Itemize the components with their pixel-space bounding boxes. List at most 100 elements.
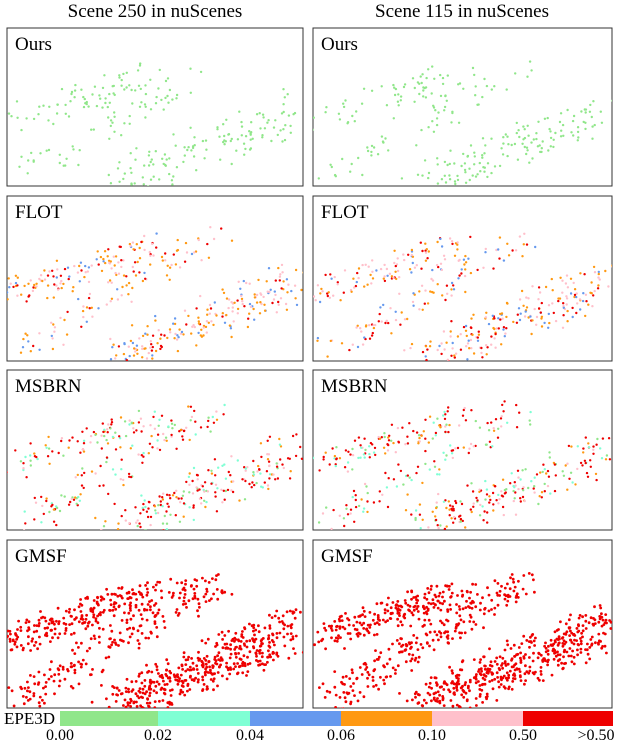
- point: [246, 656, 249, 659]
- point: [16, 117, 18, 119]
- point: [422, 606, 425, 609]
- point: [597, 287, 599, 289]
- point: [201, 676, 204, 679]
- point: [383, 447, 385, 449]
- point: [212, 688, 215, 691]
- point: [470, 339, 472, 341]
- point: [188, 688, 191, 691]
- point: [152, 709, 155, 712]
- point: [25, 117, 27, 119]
- point: [450, 699, 453, 702]
- point: [577, 643, 580, 646]
- point: [525, 296, 527, 298]
- point: [453, 693, 456, 696]
- point: [168, 494, 170, 496]
- point: [517, 159, 519, 161]
- point: [90, 435, 92, 437]
- point: [593, 605, 596, 608]
- point: [158, 178, 160, 180]
- point: [38, 701, 41, 704]
- point: [82, 305, 84, 307]
- point: [190, 149, 192, 151]
- point: [33, 644, 36, 647]
- point: [528, 572, 531, 575]
- point: [279, 276, 281, 278]
- point: [241, 630, 244, 633]
- point: [54, 633, 57, 636]
- point: [444, 106, 446, 108]
- point: [500, 425, 502, 427]
- point: [493, 85, 495, 87]
- point: [341, 158, 343, 160]
- point: [130, 183, 132, 185]
- point: [436, 697, 439, 700]
- point: [144, 103, 146, 105]
- point: [256, 294, 258, 296]
- point: [335, 629, 338, 632]
- point: [162, 680, 165, 683]
- point: [120, 587, 123, 590]
- point: [133, 270, 135, 272]
- point: [495, 699, 498, 702]
- point: [517, 580, 520, 583]
- point: [373, 451, 375, 453]
- point: [164, 673, 167, 676]
- point: [237, 459, 239, 461]
- point: [150, 343, 152, 345]
- point: [107, 442, 109, 444]
- point: [128, 473, 130, 475]
- point: [577, 139, 579, 141]
- point: [406, 436, 408, 438]
- point: [110, 423, 112, 425]
- point: [238, 281, 240, 283]
- point: [437, 527, 439, 529]
- point: [477, 103, 479, 105]
- point: [197, 615, 200, 618]
- point: [512, 578, 515, 581]
- point: [257, 279, 259, 281]
- point: [259, 127, 261, 129]
- point: [113, 614, 116, 617]
- point: [208, 581, 211, 584]
- point: [251, 486, 253, 488]
- point: [238, 111, 240, 113]
- point: [162, 699, 165, 702]
- point: [22, 467, 24, 469]
- point: [511, 666, 514, 669]
- point: [63, 319, 65, 321]
- point: [127, 293, 129, 295]
- point: [592, 449, 594, 451]
- point: [72, 145, 74, 147]
- point: [100, 599, 103, 602]
- point: [144, 679, 147, 682]
- point: [579, 614, 582, 617]
- point: [347, 513, 349, 515]
- point: [479, 504, 481, 506]
- point: [134, 261, 136, 263]
- point: [240, 633, 243, 636]
- point: [535, 132, 537, 134]
- point: [136, 705, 139, 708]
- point: [543, 657, 546, 660]
- point: [485, 312, 487, 314]
- point: [502, 410, 504, 412]
- point: [150, 516, 152, 518]
- point: [308, 617, 311, 620]
- point: [77, 271, 79, 273]
- point: [480, 670, 483, 673]
- point: [105, 439, 107, 441]
- point: [591, 116, 593, 118]
- point: [359, 327, 361, 329]
- point: [132, 241, 134, 243]
- point: [544, 118, 546, 120]
- point: [315, 299, 317, 301]
- point: [429, 682, 432, 685]
- point: [542, 140, 544, 142]
- point: [557, 664, 560, 667]
- point: [370, 154, 372, 156]
- point: [279, 444, 281, 446]
- point: [468, 168, 470, 170]
- point: [222, 413, 224, 415]
- point: [299, 446, 301, 448]
- point: [462, 607, 465, 610]
